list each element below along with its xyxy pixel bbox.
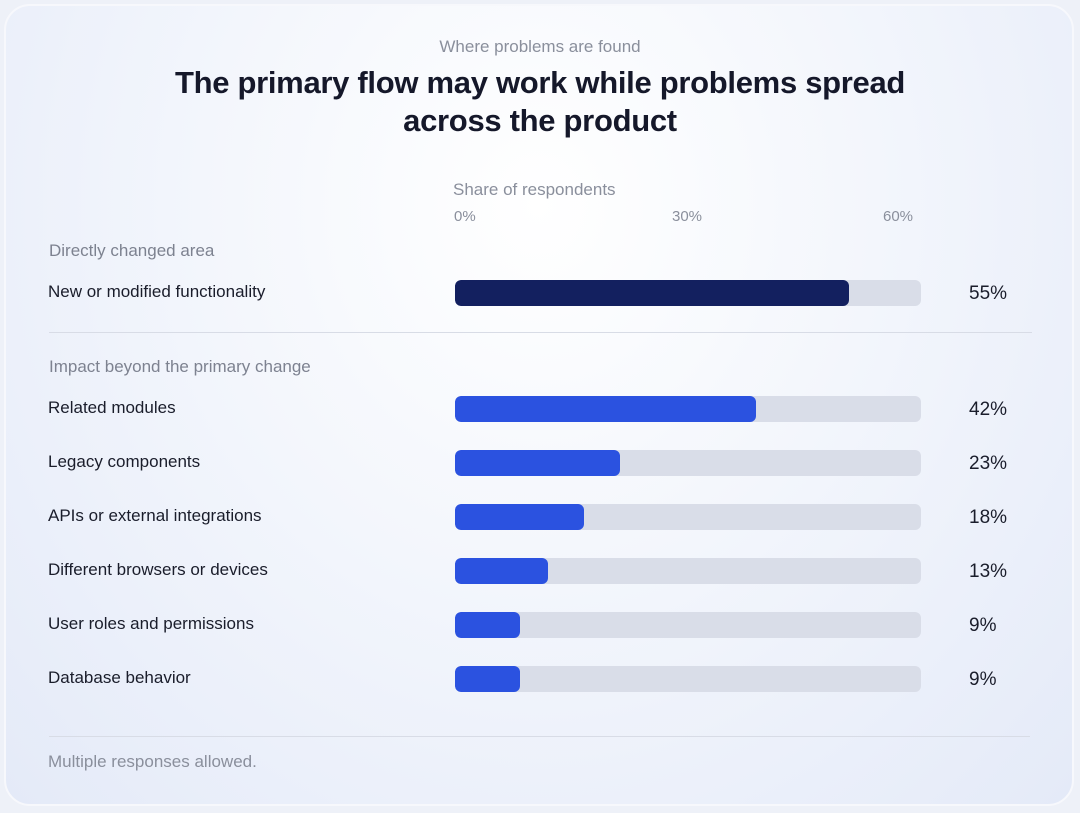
bar-value-label: 42% — [969, 399, 1008, 420]
bar-value-label: 55% — [969, 283, 1008, 304]
bar-label: Legacy components — [48, 452, 201, 471]
bar — [455, 280, 850, 306]
bar-value-label: 18% — [969, 507, 1008, 528]
bar-label: APIs or external integrations — [48, 506, 262, 525]
bar-track — [455, 450, 921, 476]
x-tick-30: 30% — [672, 208, 703, 225]
group-label-directly-changed: Directly changed area — [49, 241, 215, 260]
bar — [455, 396, 757, 422]
bar-label: Database behavior — [48, 668, 191, 687]
bar-track — [455, 396, 921, 422]
chart-title: The primary flow may work while problems… — [174, 65, 906, 138]
group-label-impact-beyond: Impact beyond the primary change — [49, 357, 311, 376]
bar-value-label: 23% — [969, 453, 1008, 474]
bar-label: New or modified functionality — [48, 282, 266, 301]
x-tick-0: 0% — [454, 208, 476, 225]
footnote: Multiple responses allowed. — [48, 752, 257, 771]
bar-track — [455, 612, 921, 638]
bar — [455, 612, 520, 638]
chart-eyebrow: Where problems are found — [439, 37, 641, 56]
bar-track — [455, 504, 921, 530]
bar-track — [455, 666, 921, 692]
bar-track — [455, 280, 921, 306]
bar — [455, 450, 620, 476]
bar-value-label: 9% — [969, 669, 997, 690]
bar-label: Different browsers or devices — [48, 560, 268, 579]
bar — [455, 666, 520, 692]
bar-value-label: 13% — [969, 561, 1008, 582]
bar-label: Related modules — [48, 398, 176, 417]
bar-label: User roles and permissions — [48, 614, 254, 633]
bar — [455, 558, 549, 584]
x-axis-title: Share of respondents — [453, 180, 616, 199]
group-divider — [49, 332, 1032, 333]
bar-value-label: 9% — [969, 615, 997, 636]
bar — [455, 504, 585, 530]
bar-track — [455, 558, 921, 584]
footer-divider — [49, 736, 1030, 737]
x-tick-60: 60% — [883, 208, 914, 225]
